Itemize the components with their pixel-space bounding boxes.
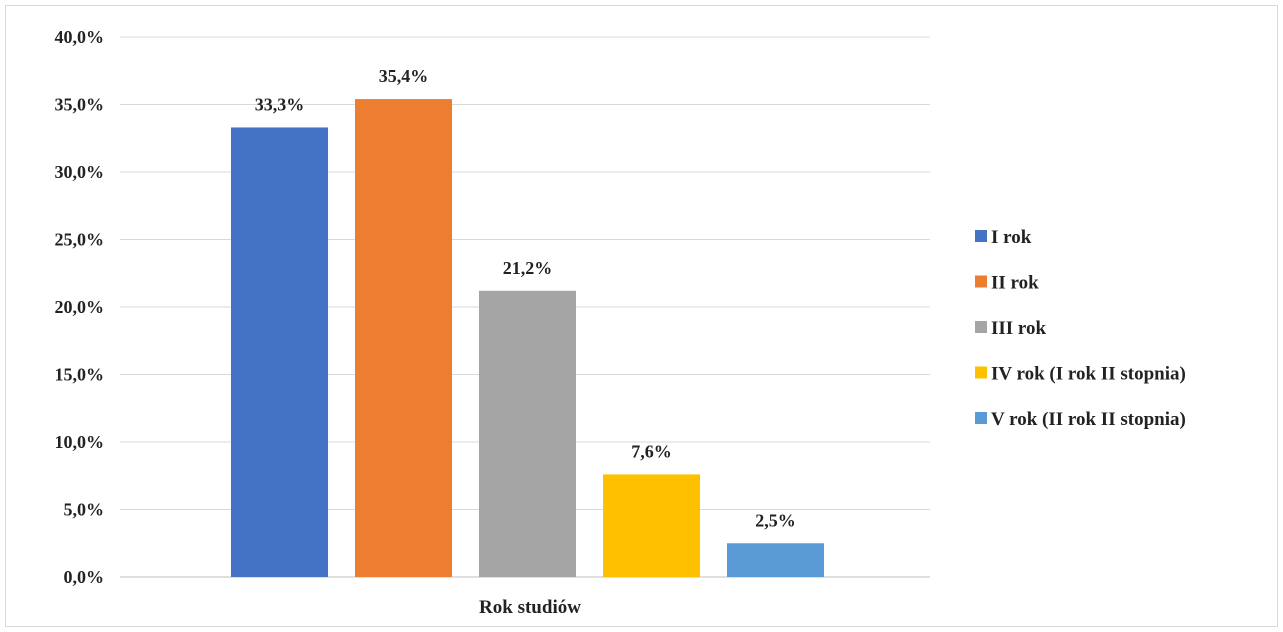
data-label-5: 2,5%: [755, 510, 796, 530]
legend-label-3: III rok: [991, 318, 1047, 339]
data-label-3: 21,2%: [503, 258, 553, 278]
legend-swatch-5: [975, 412, 987, 424]
x-axis-label: Rok studiów: [479, 597, 581, 618]
bar-1: [231, 127, 328, 577]
bar-4: [603, 474, 700, 577]
bars: [231, 99, 824, 577]
bar-5: [727, 543, 824, 577]
bar-3: [479, 290, 576, 577]
legend-label-4: IV rok (I rok II stopnia): [991, 364, 1186, 385]
y-tick-label: 35,0%: [55, 95, 105, 115]
y-tick-label: 30,0%: [55, 162, 105, 182]
legend-swatch-3: [975, 321, 987, 333]
y-tick-label: 5,0%: [64, 500, 105, 520]
data-label-1: 33,3%: [255, 94, 305, 114]
legend-label-1: I rok: [991, 227, 1032, 248]
data-label-4: 7,6%: [631, 441, 672, 461]
y-tick-label: 25,0%: [55, 230, 105, 250]
data-label-2: 35,4%: [379, 66, 429, 86]
y-tick-label: 0,0%: [64, 567, 105, 587]
bar-2: [355, 99, 452, 577]
y-tick-label: 10,0%: [55, 432, 105, 452]
legend: I rok II rok III rok IV rok (I rok II stopn…: [975, 227, 1186, 430]
data-labels: 33,3% 35,4% 21,2% 7,6% 2,5%: [255, 66, 796, 530]
y-tick-label: 20,0%: [55, 297, 105, 317]
legend-swatch-2: [975, 275, 987, 288]
legend-swatch-4: [975, 366, 987, 379]
y-tick-label: 40,0%: [55, 27, 105, 47]
y-tick-label: 15,0%: [55, 365, 105, 385]
legend-swatch-1: [975, 230, 987, 242]
legend-label-5: V rok (II rok II stopnia): [991, 409, 1186, 430]
legend-label-2: II rok: [991, 273, 1039, 294]
y-axis-ticks: 0,0% 5,0% 10,0% 15,0% 20,0% 25,0% 30,0% 35,0% 40…: [55, 27, 105, 587]
